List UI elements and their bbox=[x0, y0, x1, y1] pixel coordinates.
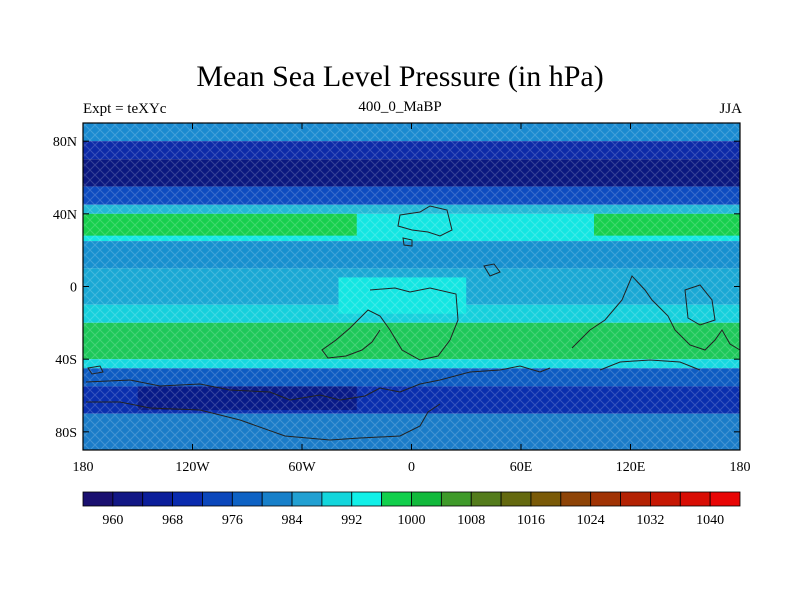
colorbar-label: 1040 bbox=[696, 513, 724, 528]
season-label: JJA bbox=[719, 101, 742, 117]
colorbar-label: 1024 bbox=[577, 513, 605, 528]
colorbar-swatch bbox=[261, 491, 293, 507]
y-tick-label: 80N bbox=[53, 135, 77, 150]
colorbar-swatch bbox=[82, 491, 114, 507]
colorbar-label: 1000 bbox=[398, 513, 426, 528]
colorbar-label: 1016 bbox=[517, 513, 545, 528]
colorbar-swatch bbox=[560, 491, 592, 507]
x-tick-label: 0 bbox=[408, 460, 415, 475]
colorbar-swatch bbox=[172, 491, 203, 507]
x-axis: 180 120W 60W 0 60E 120E 180 bbox=[73, 123, 751, 475]
colorbar-swatch bbox=[142, 491, 173, 507]
colorbar-label: 984 bbox=[282, 513, 303, 528]
colorbar-swatch bbox=[709, 491, 741, 507]
colorbar-swatch bbox=[440, 491, 472, 507]
colorbar-label: 968 bbox=[162, 513, 183, 528]
coastlines bbox=[85, 205, 741, 441]
colorbar-label: 1008 bbox=[457, 513, 485, 528]
colorbar-swatch bbox=[679, 491, 711, 507]
colorbar-swatch bbox=[470, 491, 502, 507]
colorbar-label: 1032 bbox=[636, 513, 664, 528]
experiment-label: Expt = teXYc bbox=[83, 101, 167, 117]
colorbar-swatch bbox=[650, 491, 681, 507]
y-tick-label: 40S bbox=[55, 353, 77, 368]
colorbar-label: 960 bbox=[102, 513, 123, 528]
x-tick-label: 180 bbox=[730, 460, 751, 475]
x-tick-label: 120W bbox=[175, 460, 210, 475]
y-axis: 80N 40N 0 40S 80S bbox=[53, 135, 740, 441]
x-tick-label: 120E bbox=[616, 460, 646, 475]
x-tick-label: 60W bbox=[288, 460, 316, 475]
colorbar-swatch bbox=[112, 491, 144, 507]
colorbar-swatch bbox=[411, 491, 442, 507]
map-title: Mean Sea Level Pressure (in hPa) bbox=[196, 60, 604, 93]
colorbar-label: 992 bbox=[341, 513, 362, 528]
colorbar-swatch bbox=[500, 491, 532, 507]
colorbar-swatch bbox=[202, 491, 233, 507]
colorbar-swatch bbox=[351, 491, 383, 507]
colorbar-swatch bbox=[231, 491, 263, 507]
time-label: 400_0_MaBP bbox=[358, 99, 442, 115]
x-tick-label: 60E bbox=[510, 460, 533, 475]
y-tick-label: 0 bbox=[70, 281, 77, 296]
hatch-overlay bbox=[83, 123, 740, 450]
colorbar-label: 976 bbox=[222, 513, 243, 528]
y-tick-label: 80S bbox=[55, 426, 77, 441]
colorbar-swatch bbox=[620, 491, 651, 507]
colorbar-swatch bbox=[321, 491, 353, 507]
x-tick-label: 180 bbox=[73, 460, 94, 475]
colorbar-swatch bbox=[291, 491, 323, 507]
y-tick-label: 40N bbox=[53, 208, 77, 223]
colorbar-swatch bbox=[590, 491, 621, 507]
colorbar-swatch bbox=[530, 491, 562, 507]
colorbar: 960 968 976 984 992 1000 1008 1016 1024 1032 1040 bbox=[82, 491, 741, 528]
colorbar-swatch bbox=[381, 491, 412, 507]
